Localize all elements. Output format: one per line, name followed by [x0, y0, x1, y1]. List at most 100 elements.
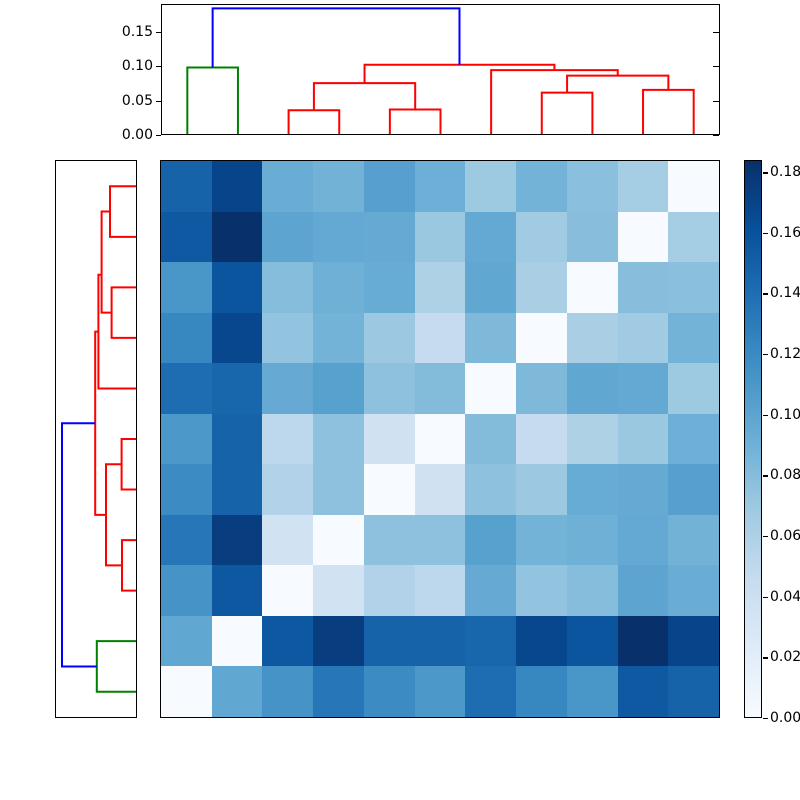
- dendrogram-link-red: [120, 438, 136, 491]
- colorbar-tick-label: 0.08: [770, 467, 800, 484]
- heatmap-cell-r3-c2: [211, 262, 263, 313]
- heatmap-cell-r4-c9: [566, 312, 618, 364]
- heatmap-cell-r5-c5: [363, 363, 415, 414]
- tick-mark: [713, 31, 719, 33]
- heatmap-cell-r7-c3: [262, 464, 314, 515]
- colorbar-tick-label: 0.18: [770, 164, 800, 181]
- dendrogram-link-red: [642, 88, 695, 134]
- heatmap-cell-r5-c9: [566, 363, 618, 414]
- heatmap-cell-r1-c1: [161, 161, 212, 212]
- heatmap-cell-r1-c5: [363, 161, 415, 212]
- dendrogram-link-red: [97, 273, 136, 390]
- heatmap-cell-r6-c11: [668, 413, 719, 465]
- colorbar-tick-label: 0.10: [770, 406, 800, 423]
- heatmap-cell-r10-c7: [465, 615, 517, 667]
- heatmap-cell-r9-c2: [211, 565, 263, 616]
- colorbar-tick-mark: [763, 414, 768, 417]
- heatmap-cell-r11-c11: [668, 666, 719, 717]
- tick-mark: [156, 100, 161, 102]
- heatmap-cell-r4-c5: [363, 312, 415, 364]
- tick-mark: [156, 135, 161, 137]
- colorbar-tick-mark: [763, 475, 768, 477]
- heatmap-cell-r10-c10: [617, 615, 669, 667]
- heatmap-cell-r3-c4: [313, 262, 364, 313]
- heatmap-cell-r9-c3: [262, 565, 314, 616]
- heatmap-cell-r5-c2: [211, 363, 263, 414]
- heatmap-cell-r11-c6: [414, 666, 466, 717]
- heatmap-cell-r6-c5: [363, 413, 415, 465]
- heatmap-cell-r8-c2: [211, 514, 263, 566]
- dendrogram-link-green: [95, 640, 136, 693]
- heatmap-cell-r10-c4: [313, 615, 364, 667]
- heatmap-cell-r6-c10: [617, 413, 669, 465]
- heatmap-cell-r10-c2: [211, 615, 263, 667]
- left-dendrogram-links: [61, 185, 136, 693]
- heatmap-cell-r10-c5: [363, 615, 415, 667]
- heatmap-cell-r2-c5: [363, 211, 415, 263]
- heatmap-cell-r1-c3: [262, 161, 314, 212]
- heatmap-cell-r1-c9: [566, 161, 618, 212]
- colorbar-tick-mark: [763, 172, 768, 174]
- heatmap-cell-r5-c4: [313, 363, 364, 414]
- heatmap-cell-r8-c11: [668, 514, 719, 566]
- dendrogram-link-green: [186, 66, 239, 134]
- heatmap-cell-r9-c5: [363, 565, 415, 616]
- heatmap-cell-r10-c11: [668, 615, 719, 667]
- top-dendrogram-ytick-label: 0.10: [121, 58, 153, 75]
- tick-mark: [156, 66, 161, 68]
- heatmap-cell-r11-c1: [161, 666, 212, 717]
- heatmap-cell-r4-c10: [617, 312, 669, 364]
- heatmap-cell-r1-c7: [465, 161, 517, 212]
- heatmap-cell-r2-c9: [566, 211, 618, 263]
- top-dendrogram-links: [186, 7, 695, 134]
- colorbar-tick-mark: [763, 596, 768, 599]
- heatmap-cell-r3-c1: [161, 262, 212, 313]
- colorbar-tick-label: 0.14: [770, 285, 800, 302]
- heatmap-cell-r1-c8: [516, 161, 567, 212]
- heatmap-cell-r8-c10: [617, 514, 669, 566]
- dendrogram-link-red: [363, 63, 556, 84]
- heatmap-cell-r6-c6: [414, 413, 466, 465]
- colorbar: 0.00 0.02 0.04 0.06 0.08 0.10 0.12 0.14 0.16 0.18: [744, 160, 800, 725]
- heatmap-cell-r11-c2: [211, 666, 263, 717]
- heatmap-cell-r11-c5: [363, 666, 415, 717]
- heatmap-cell-r6-c4: [313, 413, 364, 465]
- heatmap-cell-r7-c2: [211, 464, 263, 515]
- colorbar-tick-mark: [763, 536, 768, 538]
- heatmap-cell-r2-c11: [668, 211, 719, 263]
- heatmap-cell-r7-c5: [363, 464, 415, 515]
- colorbar-tick-mark: [763, 293, 768, 295]
- heatmap-cell-r2-c2: [211, 211, 263, 263]
- heatmap-cell-r3-c10: [617, 262, 669, 313]
- heatmap-cell-r7-c9: [566, 464, 618, 515]
- heatmap-cell-r9-c6: [414, 565, 466, 616]
- top-dendrogram-ytick-label: 0.05: [121, 92, 153, 109]
- heatmap-cell-r11-c3: [262, 666, 314, 717]
- heatmap-cell-r9-c11: [668, 565, 719, 616]
- heatmap-cell-r11-c8: [516, 666, 567, 717]
- heatmap-cell-r8-c5: [363, 514, 415, 566]
- heatmap-cell-r3-c7: [465, 262, 517, 313]
- heatmap-cell-r4-c11: [668, 312, 719, 364]
- colorbar-tick-label: 0.06: [770, 528, 800, 545]
- heatmap-cell-r2-c6: [414, 211, 466, 263]
- heatmap-cell-r2-c8: [516, 211, 567, 263]
- colorbar-tick-mark: [763, 718, 768, 720]
- heatmap-cell-r8-c4: [313, 514, 364, 566]
- heatmap-cell-r5-c8: [516, 363, 567, 414]
- top-dendrogram-ytick-label: 0.00: [121, 127, 153, 143]
- heatmap-cell-r3-c11: [668, 262, 719, 313]
- heatmap-cell-r6-c1: [161, 413, 212, 465]
- heatmap-cell-r6-c7: [465, 413, 517, 465]
- colorbar-tick-label: 0.16: [770, 224, 800, 241]
- tick-mark: [713, 66, 719, 68]
- heatmap-cell-r5-c11: [668, 363, 719, 414]
- heatmap-cell-r6-c2: [211, 413, 263, 465]
- heatmap-cell-r11-c4: [313, 666, 364, 717]
- heatmap-cell-r1-c4: [313, 161, 364, 212]
- heatmap-cell-r4-c4: [313, 312, 364, 364]
- heatmap-cell-r2-c10: [617, 211, 669, 263]
- heatmap-cell-r4-c7: [465, 312, 517, 364]
- heatmap-cell-r7-c1: [161, 464, 212, 515]
